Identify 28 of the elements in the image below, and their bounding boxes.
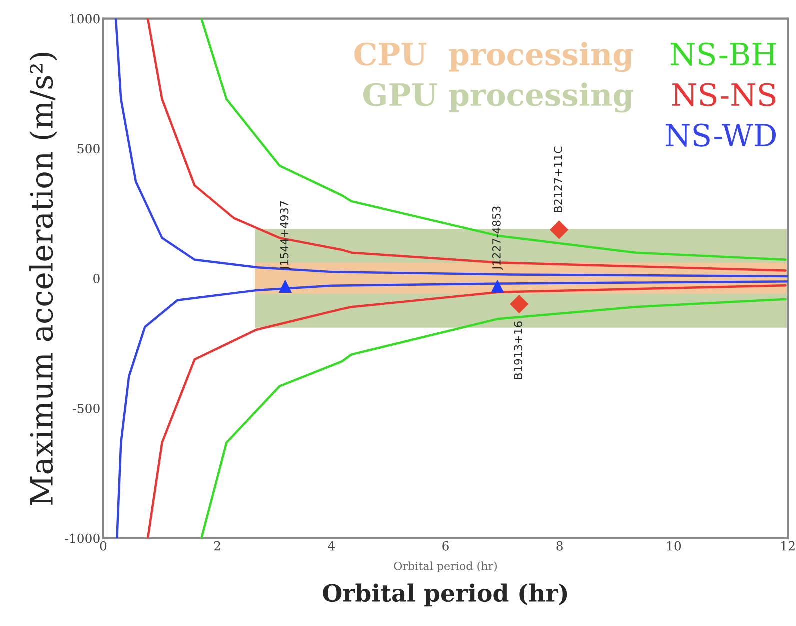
x-tick-label: 4 <box>328 541 336 551</box>
band-label: CPU processing <box>354 42 634 72</box>
text: NS-NS <box>672 83 776 106</box>
x-tick-label: 12 <box>782 541 795 551</box>
y-axis-title: Maximum acceleration (m/s²) <box>30 53 58 506</box>
y-tick-label: 500 <box>78 144 100 154</box>
point <box>278 280 292 293</box>
text: NS-BH <box>671 42 776 66</box>
x-tick-label: 8 <box>556 541 563 551</box>
text: Orbital period (hr) <box>394 562 498 572</box>
y-tick-label: -1000 <box>65 534 100 544</box>
x-tick-label: 2 <box>214 541 220 551</box>
x-tick-label: 0 <box>100 541 107 551</box>
x-tick-label: 10 <box>668 541 682 551</box>
point <box>550 220 569 240</box>
text: NS-WD <box>666 124 776 147</box>
annotation: B2127+11C <box>554 146 563 212</box>
y-tick-label: 1000 <box>70 14 100 24</box>
annotation: J1227-4853 <box>492 206 503 270</box>
x-tick-label: 6 <box>442 541 449 551</box>
x-axis-title: Orbital period (hr) <box>323 584 568 607</box>
annotation: B1913+16 <box>514 322 523 380</box>
point <box>491 280 504 293</box>
y-tick-label: 0 <box>94 274 100 284</box>
band-label: GPU processing <box>363 82 634 113</box>
annotation: J1544+4937 <box>280 202 291 270</box>
point <box>510 294 529 314</box>
y-tick-label: -500 <box>73 404 100 414</box>
